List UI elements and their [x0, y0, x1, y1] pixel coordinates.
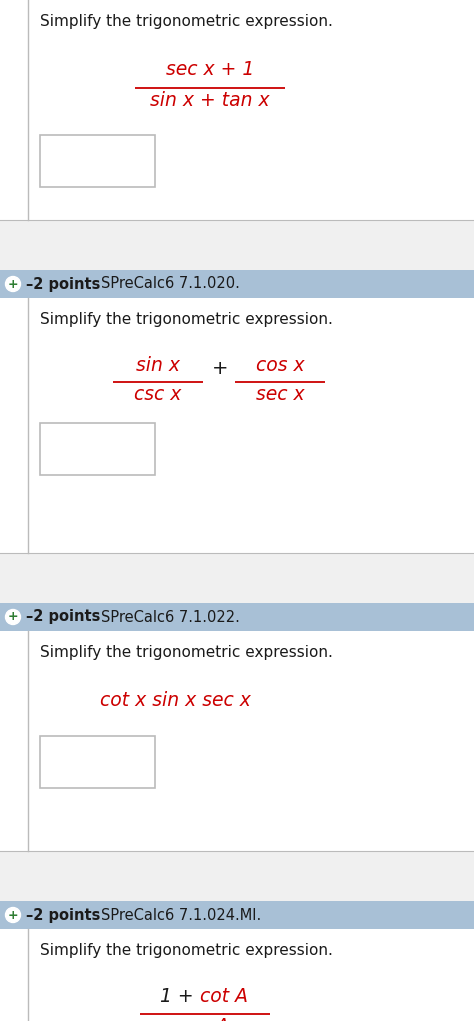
Text: csc x: csc x	[134, 385, 182, 404]
Text: cot x sin x sec x: cot x sin x sec x	[100, 691, 251, 710]
Text: SPreCalc6 7.1.022.: SPreCalc6 7.1.022.	[101, 610, 240, 625]
Text: cot A: cot A	[200, 987, 248, 1006]
Text: –2 points: –2 points	[26, 277, 100, 292]
Text: +: +	[212, 359, 228, 379]
Text: sec x: sec x	[255, 385, 304, 404]
Bar	[0, 850, 474, 901]
Bar	[0, 929, 474, 1021]
Bar	[40, 423, 155, 475]
Bar	[0, 603, 474, 631]
Bar	[0, 631, 474, 850]
Text: SPreCalc6 7.1.024.MI.: SPreCalc6 7.1.024.MI.	[101, 908, 261, 923]
Bar	[40, 135, 155, 187]
Bar	[40, 736, 155, 788]
Text: csc A: csc A	[181, 1017, 229, 1021]
Text: 1 +: 1 +	[160, 987, 200, 1006]
Bar	[0, 901, 474, 929]
Text: Simplify the trigonometric expression.: Simplify the trigonometric expression.	[40, 645, 333, 660]
Text: Simplify the trigonometric expression.: Simplify the trigonometric expression.	[40, 943, 333, 958]
Bar	[0, 553, 474, 603]
Text: sin x: sin x	[136, 356, 180, 375]
Text: Simplify the trigonometric expression.: Simplify the trigonometric expression.	[40, 14, 333, 29]
Bar	[0, 0, 474, 220]
Bar	[0, 298, 474, 553]
Circle shape	[6, 610, 20, 625]
Text: +: +	[8, 909, 18, 922]
Circle shape	[6, 277, 20, 292]
Bar	[0, 270, 474, 298]
Text: –2 points: –2 points	[26, 610, 100, 625]
Bar	[0, 220, 474, 270]
Text: +: +	[8, 278, 18, 291]
Text: –2 points: –2 points	[26, 908, 100, 923]
Text: sec x + 1: sec x + 1	[166, 60, 254, 79]
Text: SPreCalc6 7.1.020.: SPreCalc6 7.1.020.	[101, 277, 240, 292]
Text: +: +	[8, 611, 18, 624]
Text: cos x: cos x	[255, 356, 304, 375]
Text: sin x + tan x: sin x + tan x	[150, 91, 270, 110]
Circle shape	[6, 908, 20, 923]
Text: Simplify the trigonometric expression.: Simplify the trigonometric expression.	[40, 312, 333, 327]
